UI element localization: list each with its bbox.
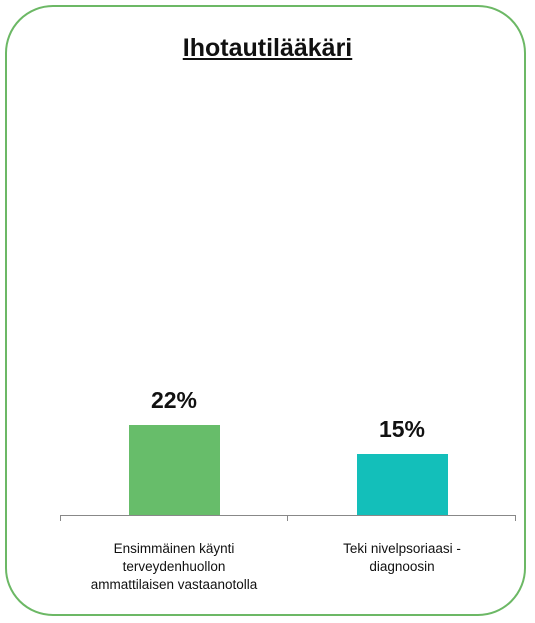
axis-tick [287,515,288,521]
value-label: 22% [150,386,198,413]
bar [356,453,448,515]
x-axis [60,515,516,516]
bar [128,424,220,515]
x-tick-label: Ensimmäinen käynti terveydenhuollon amma… [90,541,258,592]
chart-frame [5,5,526,616]
value-label: 15% [378,415,426,442]
x-tick-label: Teki nivelpsoriaasi -diagnoosin [343,541,461,574]
chart-title: Ihotautilääkäri [182,34,353,62]
axis-tick [60,515,61,521]
axis-tick [515,515,516,521]
